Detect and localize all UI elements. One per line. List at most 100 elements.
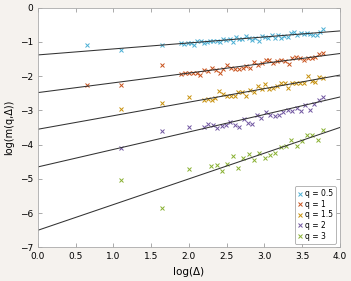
q = 1 [206, 69, 210, 72]
q = 1.5 [210, 98, 214, 102]
q = 1.5 [256, 84, 260, 88]
q = 0.5 [234, 35, 238, 38]
X-axis label: log(Δ): log(Δ) [173, 267, 204, 277]
q = 1.5 [321, 76, 325, 80]
q = 3 [231, 155, 235, 158]
q = 1 [271, 61, 276, 64]
q = 3 [300, 139, 304, 143]
q = 1.5 [271, 86, 275, 90]
q = 2 [268, 113, 272, 117]
q = 2 [264, 111, 268, 114]
q = 0.5 [270, 33, 274, 37]
q = 1 [183, 72, 187, 75]
q = 0.5 [244, 34, 248, 37]
q = 0.5 [186, 41, 190, 45]
q = 0.5 [311, 34, 316, 37]
q = 1 [210, 66, 214, 69]
q = 0.5 [295, 33, 299, 37]
q = 3 [268, 153, 272, 156]
q = 1.5 [283, 82, 287, 85]
q = 1.5 [232, 95, 237, 98]
q = 1 [214, 69, 218, 72]
q = 1 [248, 66, 252, 69]
q = 0.5 [292, 30, 296, 34]
q = 1 [191, 71, 195, 74]
q = 0.5 [214, 39, 219, 43]
q = 1.5 [206, 97, 210, 101]
q = 3 [160, 207, 165, 210]
q = 1.5 [240, 90, 244, 93]
q = 1.5 [160, 101, 165, 105]
q = 1.5 [298, 82, 302, 85]
q = 0.5 [195, 39, 199, 42]
q = 3 [263, 156, 267, 159]
q = 0.5 [314, 33, 319, 37]
q = 3 [246, 152, 251, 156]
q = 0.5 [211, 40, 216, 43]
q = 1 [286, 62, 291, 65]
q = 3 [214, 164, 219, 167]
q = 1.5 [259, 87, 264, 90]
q = 0.5 [85, 44, 89, 47]
q = 0.5 [321, 28, 325, 31]
q = 1.5 [244, 94, 248, 98]
q = 1.5 [229, 94, 233, 98]
q = 0.5 [221, 38, 225, 41]
q = 2 [259, 116, 263, 119]
q = 2 [281, 110, 285, 114]
q = 0.5 [282, 35, 286, 38]
q = 0.5 [192, 43, 196, 47]
q = 2 [290, 109, 294, 113]
q = 0.5 [318, 30, 322, 34]
q = 1 [252, 60, 256, 63]
q = 1.5 [217, 89, 221, 92]
q = 2 [317, 98, 321, 101]
Line: q = 1.5: q = 1.5 [118, 74, 325, 112]
q = 0.5 [237, 37, 241, 40]
q = 0.5 [182, 43, 186, 46]
q = 1 [218, 71, 222, 75]
q = 2 [272, 114, 277, 118]
q = 3 [225, 162, 230, 166]
q = 1 [119, 83, 123, 87]
q = 0.5 [285, 35, 290, 38]
q = 2 [255, 113, 259, 117]
q = 2 [246, 121, 250, 124]
q = 1 [275, 59, 279, 63]
Line: q = 2: q = 2 [118, 95, 325, 151]
q = 1.5 [267, 87, 271, 91]
q = 2 [202, 126, 206, 129]
q = 3 [278, 145, 283, 149]
q = 1 [264, 58, 268, 62]
q = 1 [229, 67, 233, 70]
q = 1.5 [317, 75, 322, 79]
q = 1.5 [213, 96, 218, 99]
q = 2 [206, 123, 210, 126]
q = 0.5 [263, 36, 267, 39]
q = 0.5 [202, 41, 206, 44]
q = 2 [119, 147, 123, 150]
q = 1.5 [263, 82, 267, 85]
q = 0.5 [302, 32, 306, 36]
q = 2 [286, 108, 290, 112]
q = 1 [198, 73, 203, 76]
q = 1 [187, 71, 191, 74]
q = 0.5 [260, 34, 264, 37]
q = 0.5 [227, 38, 232, 41]
q = 1 [317, 52, 322, 55]
q = 3 [220, 170, 224, 173]
q = 1 [279, 58, 283, 61]
q = 2 [303, 103, 307, 106]
q = 2 [187, 126, 191, 129]
q = 2 [211, 124, 215, 127]
q = 1.5 [236, 90, 240, 94]
q = 0.5 [218, 41, 222, 44]
q = 0.5 [231, 40, 235, 43]
q = 1 [237, 67, 241, 71]
q = 1.5 [290, 81, 294, 85]
q = 0.5 [179, 41, 183, 45]
q = 3 [310, 133, 314, 136]
q = 3 [209, 165, 213, 168]
q = 1.5 [221, 92, 225, 95]
q = 0.5 [308, 33, 312, 36]
